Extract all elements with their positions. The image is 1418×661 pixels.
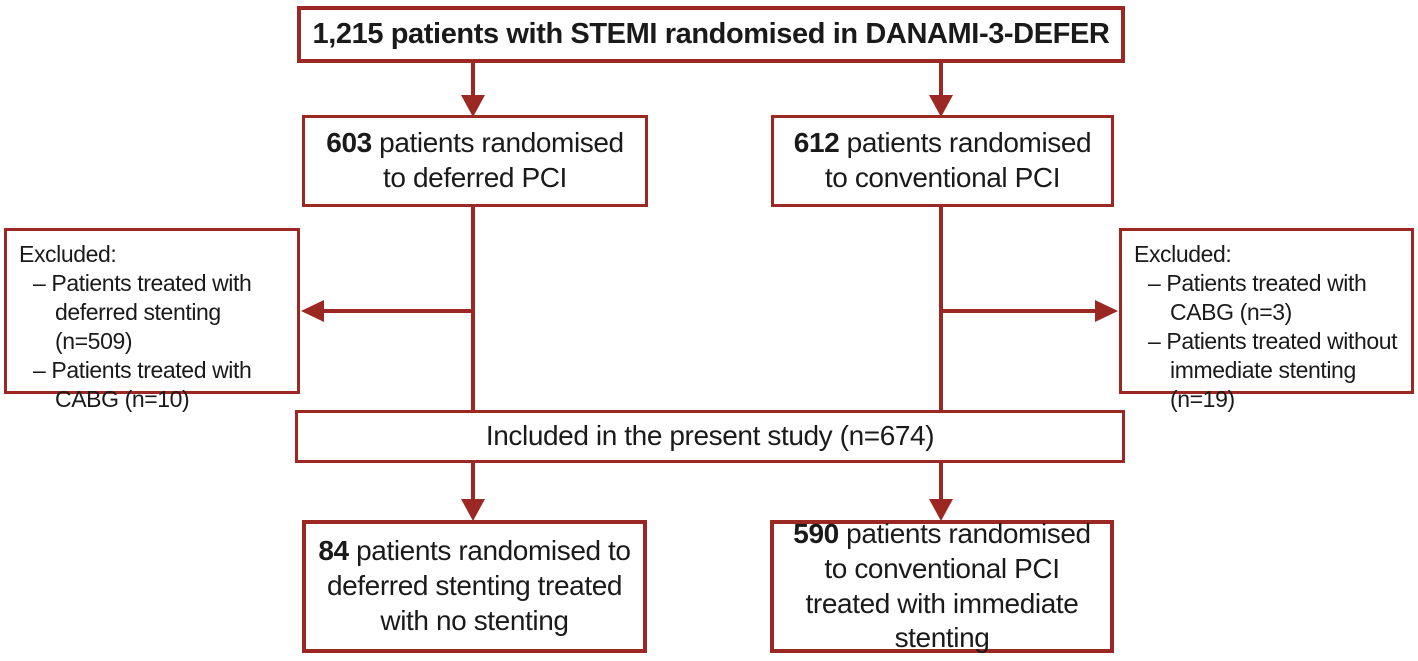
box-no-stenting-group: 84 patients randomised to deferred stent… <box>302 520 647 653</box>
box-immediate-stenting-text: 590 patients randomised to conventional … <box>782 517 1102 656</box>
box-immediate-stenting-group: 590 patients randomised to conventional … <box>770 517 1114 656</box>
immediate-stenting-label: patients randomised to conventional PCI … <box>805 518 1092 654</box>
excluded-right-item: – Patients treated with CABG (n=3) <box>1148 269 1367 325</box>
deferred-arm-label: patients randomised to deferred PCI <box>371 127 624 193</box>
box-no-stenting-text: 84 patients randomised to deferred stent… <box>314 534 635 638</box>
box-conventional-arm: 612 patients randomised to conventional … <box>771 115 1114 207</box>
immediate-stenting-count: 590 <box>793 518 839 550</box>
conventional-arm-count: 612 <box>793 127 840 159</box>
excluded-left-title: Excluded: <box>19 241 117 267</box>
box-included: Included in the present study (n=674) <box>295 410 1125 463</box>
deferred-arm-count: 603 <box>326 127 372 159</box>
box-deferred-arm-text: 603 patients randomised to deferred PCI <box>313 126 637 195</box>
arrow-top-to-deferred <box>461 61 485 117</box>
no-stenting-label: patients randomised to deferred stenting… <box>326 535 631 636</box>
excluded-left-item: – Patients treated with CABG (n=10) <box>33 356 252 412</box>
arrow-included-to-immediate-stenting <box>929 461 953 521</box>
excluded-right-item: – Patients treated without immediate ste… <box>1148 327 1398 412</box>
box-excluded-right: Excluded: – Patients treated with CABG (… <box>1119 228 1414 412</box>
box-conventional-arm-text: 612 patients randomised to conventional … <box>782 126 1103 195</box>
box-excluded-left: Excluded: – Patients treated with deferr… <box>4 228 300 412</box>
conventional-arm-label: patients randomised to conventional PCI <box>824 127 1092 193</box>
arrow-included-to-no-stenting <box>461 461 485 521</box>
arrow-to-excluded-right <box>941 300 1118 322</box>
box-total-randomised: 1,215 patients with STEMI randomised in … <box>297 6 1125 63</box>
box-deferred-arm: 603 patients randomised to deferred PCI <box>302 115 648 207</box>
excluded-left-item: – Patients treated with deferred stentin… <box>33 269 252 354</box>
box-included-text: Included in the present study (n=674) <box>485 420 935 452</box>
box-total-randomised-text: 1,215 patients with STEMI randomised in … <box>312 17 1110 50</box>
no-stenting-count: 84 <box>318 535 349 567</box>
arrow-to-excluded-left <box>301 300 473 322</box>
arrow-top-to-conventional <box>929 61 953 117</box>
excluded-right-title: Excluded: <box>1134 241 1232 267</box>
